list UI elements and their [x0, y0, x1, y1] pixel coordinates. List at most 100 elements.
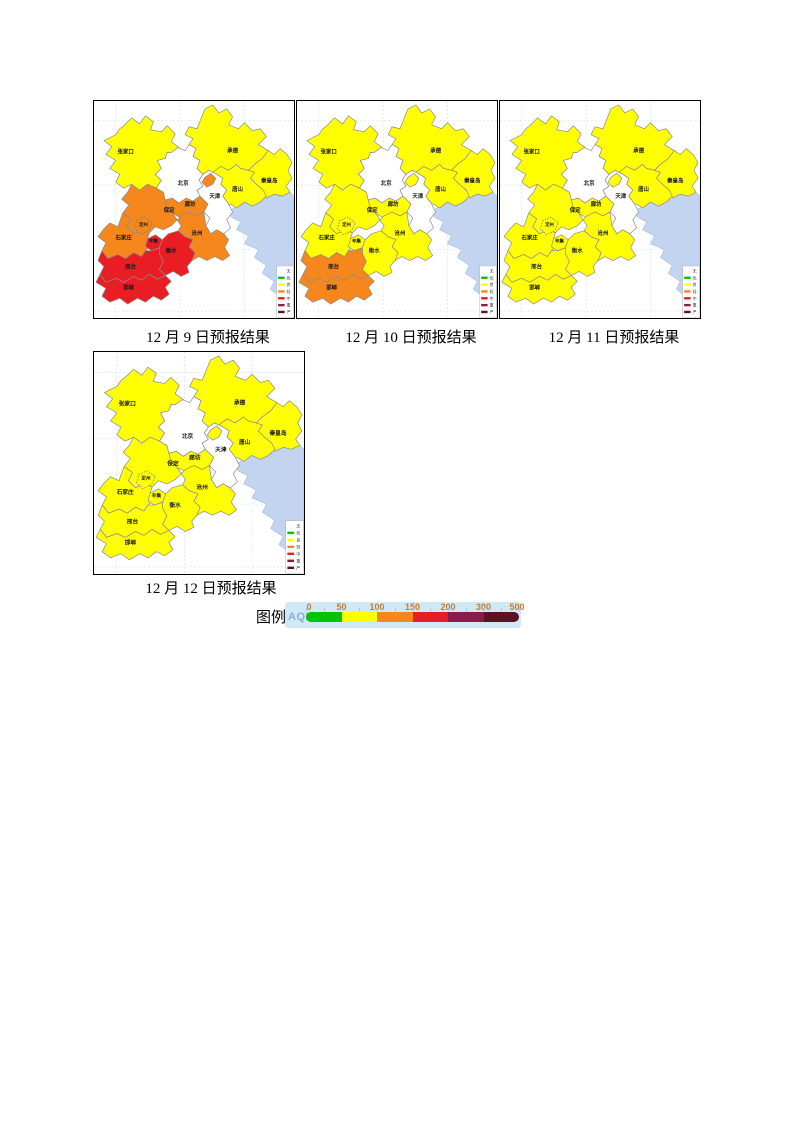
region-langfang [168, 448, 214, 472]
city-label-langfang: 廊坊 [185, 200, 196, 208]
city-label-tangshan: 唐山 [435, 185, 446, 193]
mini-legend-label: 重 [693, 303, 697, 308]
city-label-baoding: 保定 [569, 206, 581, 214]
aqi-bar-segment [483, 612, 519, 622]
city-label-xingtai: 邢台 [327, 262, 339, 270]
region-baoding [324, 183, 381, 235]
mini-legend-label: 良 [296, 537, 300, 543]
mini-legend-label: 严 [287, 310, 291, 315]
aqi-bar-segment [341, 612, 377, 622]
city-label-qinhuangdao: 秦皇岛 [463, 176, 481, 184]
aqi-minor-tick [519, 608, 520, 611]
city-label-chengde: 承德 [633, 147, 644, 155]
city-label-beijing: 北京 [584, 179, 595, 187]
aqi-bar-segment [306, 612, 342, 622]
city-label-tianjin: 天津 [209, 192, 220, 200]
mini-legend-label: 无 [296, 524, 300, 529]
region-handan [95, 529, 176, 561]
aqi-minor-tick [483, 608, 485, 611]
aqi-minor-tick [377, 608, 378, 611]
city-label-shijiazhuang: 石家庄 [115, 234, 133, 242]
aqi-tick-0: 0 [306, 602, 312, 612]
city-label-xingtai: 邢台 [124, 262, 136, 270]
aqi-minor-tick [501, 608, 503, 611]
mini-legend-label: 严 [490, 310, 494, 315]
aqi-tick-200: 200 [440, 602, 456, 612]
city-label-hengshui: 衡水 [369, 247, 380, 255]
mini-legend-label: 严 [693, 310, 697, 315]
mini-legend-label: 优 [296, 530, 300, 536]
mini-legend-label: 良 [490, 282, 494, 287]
mini-legend-label: 重 [490, 303, 494, 308]
region-langfang_enclave [206, 425, 223, 441]
city-label-zhangjiakou: 张家口 [321, 148, 337, 156]
mini-legend-label: 良 [287, 282, 291, 287]
city-label-shijiazhuang: 石家庄 [521, 234, 539, 242]
mini-legend-label: 轻 [287, 289, 291, 294]
city-label-qinhuangdao: 秦皇岛 [260, 176, 278, 184]
region-langfang_enclave [607, 172, 623, 188]
mini-legend-label: 无 [693, 269, 697, 274]
mini-legend-label: 中 [287, 296, 291, 301]
city-label-xinji: 辛集 [352, 238, 362, 245]
city-label-handan: 邯郸 [125, 539, 137, 547]
region-langfang [164, 195, 209, 219]
city-label-beijing: 北京 [182, 432, 194, 440]
city-label-cangzhou: 沧州 [192, 229, 203, 237]
aqi-minor-tick [306, 608, 307, 611]
mini-legend-label: 优 [693, 275, 697, 280]
mini-legend-label: 无 [490, 269, 494, 274]
city-label-cangzhou: 沧州 [395, 229, 406, 237]
city-label-shijiazhuang: 石家庄 [318, 234, 336, 242]
mini-legend-label: 无 [287, 269, 291, 274]
aqi-minor-tick [341, 608, 343, 611]
map-caption-4: 12 月 12 日预报结果 [145, 581, 277, 597]
city-label-tangshan: 唐山 [232, 185, 243, 193]
aqi-tick-100: 100 [369, 602, 385, 612]
region-langfang_enclave [404, 172, 420, 188]
aqi-tick-50: 50 [336, 602, 347, 612]
city-label-chengde: 承德 [234, 399, 246, 407]
city-label-chengde: 承德 [430, 147, 441, 155]
mini-legend-label: 轻 [693, 289, 697, 294]
city-label-baoding: 保定 [366, 206, 378, 214]
aqi-minor-tick [448, 608, 449, 611]
city-label-xinji: 辛集 [152, 492, 162, 499]
city-label-hengshui: 衡水 [572, 247, 583, 255]
aqi-minor-tick [323, 608, 325, 611]
city-label-cangzhou: 沧州 [598, 229, 609, 237]
mini-legend-label: 重 [296, 558, 300, 564]
city-label-zhangjiakou: 张家口 [119, 400, 136, 408]
aqi-color-bar [306, 612, 519, 622]
map-caption-3: 12 月 11 日预报结果 [548, 330, 680, 346]
region-handan [501, 274, 578, 305]
city-label-dingzhou: 定州 [141, 475, 151, 482]
forecast-map-2: 张家口 承德 北京 秦皇岛 唐山 天津 廊坊 保定 定州 沧州 石家庄 辛集 衡水 邢台 邯郸 无优良轻中重严 [296, 100, 498, 319]
region-dingzhou [337, 216, 356, 236]
city-label-xingtai: 邢台 [126, 517, 139, 525]
aqi-tick-150: 150 [404, 602, 421, 612]
mini-legend-label: 中 [490, 296, 494, 301]
mini-legend-label: 良 [693, 282, 697, 287]
mini-legend-label: 优 [490, 275, 494, 280]
mini-legend-label: 轻 [490, 289, 494, 294]
mini-legend-label: 轻 [296, 544, 300, 550]
aqi-bar-segment [412, 612, 448, 622]
aqi-minor-tick [412, 608, 414, 611]
forecast-map-3: 张家口 承德 北京 秦皇岛 唐山 天津 廊坊 保定 定州 沧州 石家庄 辛集 衡水 邢台 邯郸 无优良轻中重严 [499, 100, 701, 319]
city-label-dingzhou: 定州 [545, 221, 554, 228]
city-label-xinji: 辛集 [555, 238, 565, 245]
city-label-langfang: 廊坊 [591, 200, 602, 208]
aqi-legend-panel: AQI 0 50 100 150 200 300 500 [285, 602, 525, 628]
city-label-handan: 邯郸 [326, 283, 337, 291]
city-label-xinji: 辛集 [149, 238, 159, 245]
mini-legend-label: 重 [287, 303, 291, 308]
map-caption-2: 12 月 10 日预报结果 [345, 330, 477, 346]
region-langfang [570, 195, 615, 219]
city-label-hengshui: 衡水 [169, 501, 181, 509]
city-label-handan: 邯郸 [529, 283, 540, 291]
region-dingzhou [540, 216, 559, 236]
